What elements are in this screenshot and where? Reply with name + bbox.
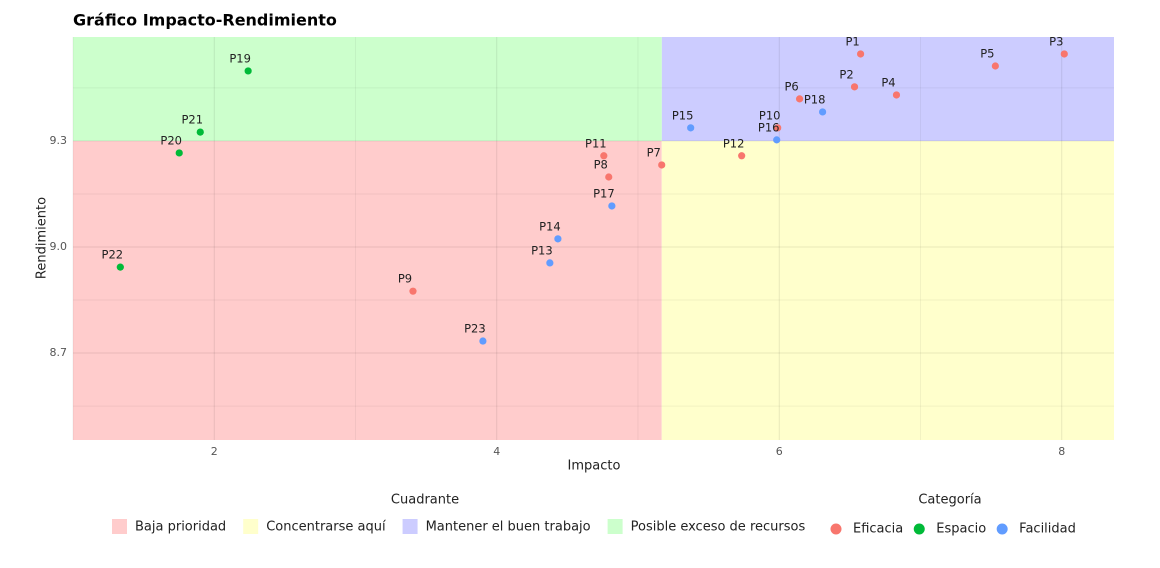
legend-label: Facilidad	[1019, 522, 1076, 537]
legend-marker	[996, 523, 1008, 535]
legend-swatch	[112, 519, 127, 534]
x-axis-label: Impacto	[568, 459, 621, 474]
point-label: P1	[845, 34, 859, 48]
legend-label: Concentrarse aquí	[266, 520, 386, 535]
quadrant-legend-title: Cuadrante	[391, 493, 459, 508]
quadrant	[661, 37, 1114, 141]
point	[605, 173, 613, 181]
point	[991, 62, 999, 70]
point-label: P14	[539, 219, 561, 233]
point	[1060, 50, 1068, 58]
legend-label: Eficacia	[853, 522, 903, 537]
point	[546, 259, 554, 267]
point-label: P20	[160, 133, 182, 147]
point-label: P16	[758, 120, 780, 134]
point-label: P6	[784, 79, 798, 93]
y-tick-label: 9.3	[50, 134, 68, 147]
point-label: P5	[980, 46, 994, 60]
point	[687, 124, 695, 132]
point-label: P4	[881, 75, 895, 89]
point-label: P9	[398, 272, 412, 286]
point-label: P2	[839, 67, 853, 81]
chart-title: Gráfico Impacto-Rendimiento	[73, 11, 337, 30]
point-label: P10	[759, 108, 781, 122]
point	[850, 83, 859, 91]
legend-swatch	[607, 519, 623, 534]
quadrant	[73, 37, 662, 141]
legend-swatch	[402, 519, 418, 534]
point-label: P7	[647, 145, 661, 159]
point	[658, 161, 666, 169]
point-label: P8	[594, 157, 608, 171]
point	[773, 136, 781, 144]
legend-title: Categoría	[918, 493, 981, 508]
point	[116, 263, 124, 271]
point	[554, 235, 562, 243]
point-label: P23	[464, 322, 486, 336]
point-label: P15	[672, 108, 694, 122]
point	[175, 149, 183, 157]
legend-label: Baja prioridad	[135, 520, 226, 535]
point-label: P3	[1049, 34, 1063, 48]
x-tick-label: 6	[776, 445, 783, 458]
point	[244, 67, 252, 75]
point-label: P22	[102, 248, 124, 262]
point	[892, 91, 901, 99]
point	[738, 152, 746, 160]
point-label: P18	[804, 92, 826, 106]
y-tick-label: 9.0	[50, 240, 68, 253]
point	[409, 287, 417, 295]
y-axis-label: Rendimiento	[35, 197, 50, 279]
quadrant	[661, 140, 1114, 440]
x-tick-label: 8	[1058, 445, 1065, 458]
point-label: P19	[229, 51, 251, 65]
point-label: P13	[531, 243, 553, 257]
legend-label: Espacio	[936, 522, 986, 537]
point	[479, 337, 487, 345]
legend-marker	[913, 523, 925, 535]
x-tick-label: 4	[493, 445, 500, 458]
legend-label: Posible exceso de recursos	[631, 520, 806, 535]
legend-swatch	[243, 519, 259, 534]
point-label: P21	[181, 113, 203, 127]
point	[196, 128, 204, 136]
point	[795, 95, 804, 103]
y-tick-label: 8.7	[50, 346, 68, 359]
point-label: P17	[593, 186, 615, 200]
point	[600, 152, 608, 160]
point	[819, 108, 827, 116]
point	[774, 124, 782, 132]
legend-marker	[830, 523, 842, 535]
point	[857, 50, 865, 58]
legend-label: Mantener el buen trabajo	[426, 520, 591, 535]
point-label: P11	[585, 136, 607, 150]
point-label: P12	[723, 136, 745, 150]
x-tick-label: 2	[211, 445, 218, 458]
point	[608, 202, 616, 210]
quadrant	[73, 140, 662, 440]
